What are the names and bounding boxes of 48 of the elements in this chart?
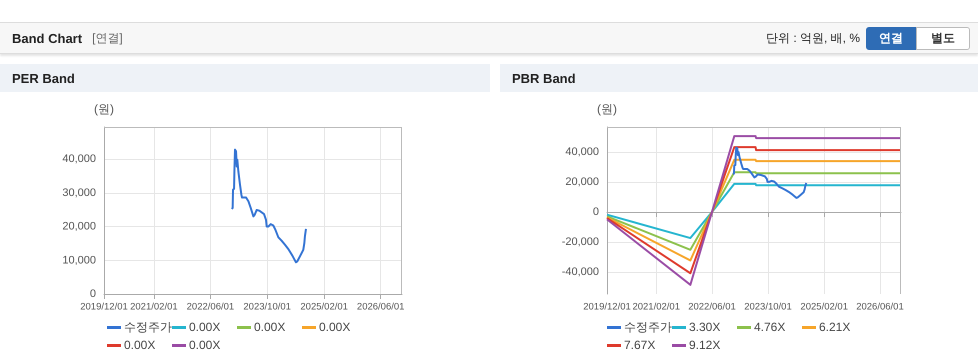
- x-tick-label: 2022/06/01: [186, 302, 234, 312]
- y-tick-label: 30,000: [62, 186, 96, 199]
- legend-label: 3.30X: [689, 320, 720, 334]
- y-axis-title: (원): [597, 102, 617, 116]
- legend-label: 0.00X: [189, 338, 220, 352]
- line-series: [606, 158, 902, 262]
- x-tick-label: 2019/12/01: [80, 302, 128, 312]
- x-tick-label: 2026/06/01: [356, 302, 404, 312]
- legend-label: 0.00X: [124, 338, 156, 352]
- y-tick-label: 10,000: [62, 254, 96, 266]
- legend-label: 6.21X: [819, 320, 850, 334]
- x-tick-label: 2023/10/01: [243, 302, 291, 312]
- line-series: [732, 146, 808, 199]
- text: 연결: [866, 26, 916, 50]
- legend-label: 수정주가: [624, 318, 672, 336]
- y-tick-label: 20,000: [565, 176, 599, 188]
- y-tick-label: 0: [90, 288, 96, 300]
- chart-title: PER Band: [0, 64, 490, 92]
- x-tick-label: 2021/02/01: [632, 302, 680, 312]
- y-axis-title: (원): [94, 102, 114, 116]
- legend-label: 수정주가: [124, 318, 172, 336]
- line-series: [606, 171, 902, 251]
- y-tick-label: 20,000: [62, 220, 96, 233]
- x-tick-label: 2026/06/01: [856, 302, 904, 312]
- legend-label: 0.00X: [254, 320, 286, 334]
- legend-label: 4.76X: [754, 320, 786, 334]
- x-tick-label: 2025/02/01: [800, 302, 848, 312]
- y-tick-label: -20,000: [562, 236, 599, 248]
- legend-label: 0.00X: [189, 320, 220, 334]
- y-tick-label: -40,000: [562, 266, 599, 278]
- legend-label: 7.67X: [624, 338, 656, 352]
- text: 별도: [916, 26, 970, 50]
- text: 단위 : 억원, 배, %: [766, 30, 860, 46]
- text: Band Chart: [12, 30, 82, 46]
- y-tick-label: 0: [592, 206, 599, 218]
- line-series: [230, 148, 307, 264]
- text: [연결]: [92, 30, 123, 46]
- chart-title: PBR Band: [500, 64, 978, 92]
- y-tick-label: 40,000: [565, 146, 599, 158]
- x-tick-label: 2025/02/01: [300, 302, 348, 312]
- x-tick-label: 2023/10/01: [744, 302, 792, 312]
- x-tick-label: 2021/02/01: [130, 302, 178, 312]
- legend-label: 0.00X: [319, 320, 350, 334]
- legend-label: 9.12X: [689, 338, 720, 352]
- y-tick-label: 40,000: [62, 153, 96, 166]
- x-tick-label: 2019/12/01: [583, 302, 631, 312]
- x-tick-label: 2022/06/01: [688, 302, 736, 312]
- line-series: [606, 182, 902, 240]
